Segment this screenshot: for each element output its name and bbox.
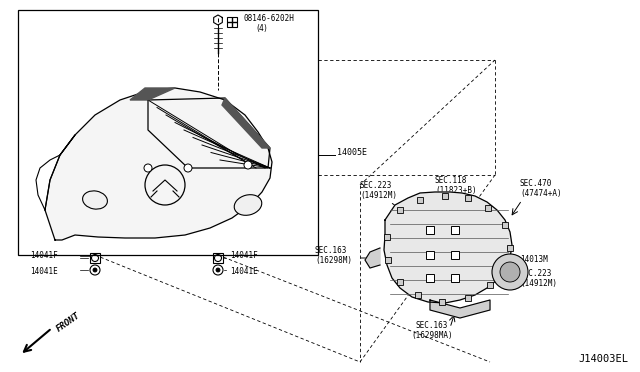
Text: 14041F: 14041F	[30, 251, 58, 260]
Text: (14912M): (14912M)	[520, 279, 557, 288]
Text: 14041E: 14041E	[230, 267, 258, 276]
Bar	[426, 274, 434, 282]
Text: (11823+B): (11823+B)	[435, 186, 477, 195]
Polygon shape	[430, 300, 490, 318]
Bar	[451, 251, 459, 259]
Bar	[487, 282, 493, 288]
Circle shape	[500, 262, 520, 282]
Text: 14041F: 14041F	[230, 251, 258, 260]
Bar	[465, 295, 471, 301]
Circle shape	[244, 161, 252, 169]
Text: SEC.163: SEC.163	[315, 246, 348, 255]
Circle shape	[216, 268, 220, 272]
Bar	[384, 234, 390, 240]
Ellipse shape	[83, 191, 108, 209]
Text: (47474+A): (47474+A)	[520, 189, 562, 198]
Text: (16298MA): (16298MA)	[411, 331, 453, 340]
Bar	[451, 274, 459, 282]
Text: 14013M: 14013M	[520, 256, 548, 264]
Bar	[442, 193, 448, 199]
Polygon shape	[45, 88, 272, 240]
Bar	[465, 195, 471, 201]
Bar	[485, 205, 491, 211]
Text: 08146-6202H: 08146-6202H	[244, 13, 295, 22]
Text: (14912M): (14912M)	[360, 191, 397, 200]
Bar	[426, 226, 434, 234]
Text: 14041E: 14041E	[30, 267, 58, 276]
Bar	[18, 10, 318, 255]
Bar	[426, 251, 434, 259]
Circle shape	[492, 254, 528, 290]
Bar	[397, 207, 403, 213]
Circle shape	[93, 268, 97, 272]
Bar	[213, 253, 223, 263]
Bar	[502, 222, 508, 228]
Text: SEC.118: SEC.118	[435, 176, 467, 185]
Bar	[227, 17, 237, 27]
Text: SEC.223: SEC.223	[360, 181, 392, 190]
Polygon shape	[384, 192, 512, 303]
Text: SEC.470: SEC.470	[520, 179, 552, 188]
Bar	[507, 245, 513, 251]
Text: (4): (4)	[256, 23, 267, 32]
Text: SEC.163: SEC.163	[416, 321, 448, 330]
Polygon shape	[222, 98, 270, 148]
Text: 14005E: 14005E	[337, 148, 367, 157]
Ellipse shape	[234, 195, 262, 215]
Bar	[397, 279, 403, 285]
Circle shape	[184, 164, 192, 172]
Bar	[501, 265, 507, 271]
Bar	[439, 299, 445, 305]
Bar	[385, 257, 391, 263]
Polygon shape	[365, 248, 380, 268]
Text: FRONT: FRONT	[55, 311, 82, 333]
Polygon shape	[130, 88, 175, 100]
Text: (16298M): (16298M)	[315, 256, 352, 265]
Bar	[417, 197, 423, 203]
Text: J14003EL: J14003EL	[578, 354, 628, 364]
Bar	[90, 253, 100, 263]
Bar	[451, 226, 459, 234]
Bar	[415, 292, 421, 298]
Text: SEC.223: SEC.223	[520, 269, 552, 278]
Circle shape	[144, 164, 152, 172]
